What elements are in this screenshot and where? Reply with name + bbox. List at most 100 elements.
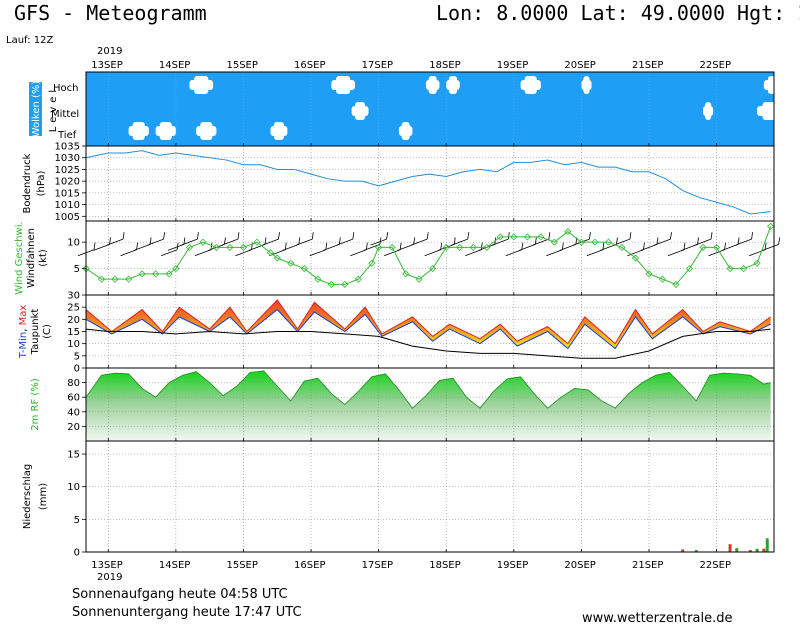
wind-barb [721, 244, 739, 251]
level-mittel: Mittel [51, 109, 79, 120]
cloud-clear-patch-core [448, 76, 458, 94]
y-tick-label: 15 [67, 327, 80, 338]
wind-speed-point [226, 243, 234, 251]
wind-speed-point [591, 238, 599, 246]
y-tick-label: 10 [67, 238, 80, 249]
sunrise-text: Sonnenaufgang heute 04:58 UTC [72, 587, 288, 602]
wind-barb-feather [136, 242, 138, 250]
x-tick-bottom-17sep: 17SEP [362, 560, 393, 571]
wind-speed-point [287, 259, 295, 267]
wind-speed-point [740, 265, 748, 273]
wind-speed-point [753, 259, 761, 267]
panel-frame [85, 440, 775, 553]
panel-precipitation: 0 5 10 15 Niederschlag (mm) [22, 440, 775, 559]
wind-speed-point [523, 233, 531, 241]
cloud-clear-patch-core [159, 122, 172, 140]
wind-barb [546, 249, 563, 257]
wind-barb [350, 249, 367, 257]
wind-speed-point [469, 243, 477, 251]
wind-barb [613, 238, 631, 246]
wind-barb [451, 238, 468, 246]
wind-barb-feather [521, 242, 524, 250]
wind-barb-feather [224, 237, 226, 245]
wind-barb-feather [365, 242, 368, 250]
chart-title: GFS - Meteogramm [14, 1, 207, 25]
y-tick-label: 5 [74, 515, 80, 526]
wind-barb [586, 249, 604, 257]
wind-speed-point [712, 243, 721, 251]
wind-barb-feather [298, 237, 301, 245]
wind-barb-feather [163, 232, 166, 240]
wind-barb-feather [278, 232, 280, 240]
x-tick-top-17sep: 17SEP [362, 60, 393, 71]
wind-speed-point [266, 249, 275, 257]
x-tick-top-14sep: 14SEP [159, 60, 190, 71]
wind-barb-feather [237, 232, 240, 240]
y-tick-label: 1005 [55, 212, 80, 223]
precip-bar [735, 548, 739, 552]
wind-barb-feather [176, 242, 179, 250]
wind-barb-feather [778, 237, 781, 245]
wind-barb [681, 244, 698, 251]
y-tick-label: 1020 [55, 177, 80, 188]
wind-barb [748, 249, 766, 257]
wind-barb-feather [453, 237, 456, 245]
wind-barb-axis-text: Windfahnen [26, 228, 37, 288]
wind-barb [120, 249, 137, 257]
rh-area [86, 370, 771, 441]
plot-area: 13SEP 13SEP 14SEP 14SEP 15SEP 15SEP 16SEP 16SEP… [14, 60, 785, 571]
wind-barb-feather [183, 237, 186, 245]
wind-barb-feather [697, 237, 699, 245]
tmax-line [85, 299, 771, 345]
wind-barb [708, 249, 725, 257]
wind-speed-point [483, 243, 491, 251]
precip-bar [755, 548, 759, 552]
wind-barb [735, 238, 752, 246]
wind-speed-point [314, 275, 322, 283]
wind-barb [694, 238, 712, 246]
wind-speed-point [577, 238, 585, 246]
temp-axis-part: T-Min [18, 332, 29, 360]
wind-barb-feather [379, 237, 382, 245]
wind-barb [93, 244, 110, 251]
pressure-unit-text: (hPa) [36, 170, 47, 196]
precip-unit-text: (mm) [38, 483, 49, 510]
wind-barb-feather [588, 232, 591, 240]
cloud-label-bg [29, 82, 42, 136]
wind-barb [336, 238, 353, 246]
wind-speed-point [726, 265, 734, 273]
wind-barb-feather [480, 242, 483, 250]
cloud-clear-patch-core [200, 122, 213, 140]
wind-barb-feather [93, 242, 96, 250]
rh-line [85, 370, 771, 409]
wind-speed-point [645, 270, 653, 278]
sunset-text: Sonnenuntergang heute 17:47 UTC [72, 605, 302, 620]
wind-barb-feather [399, 242, 402, 250]
y-tick-label: 60 [67, 393, 80, 404]
wind-barb-feather [264, 237, 267, 245]
wind-barb [235, 249, 252, 257]
wind-barb [282, 244, 299, 251]
wind-speed-point [185, 243, 193, 251]
cloud-clear-patch-core [762, 102, 779, 120]
y-tick-label: 15 [67, 450, 80, 461]
y-tick-label: 10 [67, 339, 80, 350]
wind-barb [519, 244, 536, 251]
wind-speed-point [388, 243, 396, 251]
year-bottom: 2019 [97, 572, 122, 583]
site-credit: www.wetterzentrale.de [582, 611, 732, 625]
wind-speed-point [354, 275, 362, 283]
wind-speed-point [631, 254, 640, 262]
y-tick-label: 1030 [55, 153, 80, 164]
cloud-clear-patch-core [583, 76, 590, 94]
wind-speed-point [341, 280, 349, 288]
wind-barb [762, 244, 779, 251]
cloud-clear-patch-core [524, 76, 537, 94]
wind-speed-point [172, 265, 180, 273]
wind-barb-feather [643, 242, 645, 250]
level-axis-text: Level [48, 86, 59, 132]
x-tick-bottom-22sep: 22SEP [700, 560, 731, 571]
rh-axis-label: 2m RF (%) [30, 378, 41, 431]
wind-barb-feather [534, 237, 537, 245]
